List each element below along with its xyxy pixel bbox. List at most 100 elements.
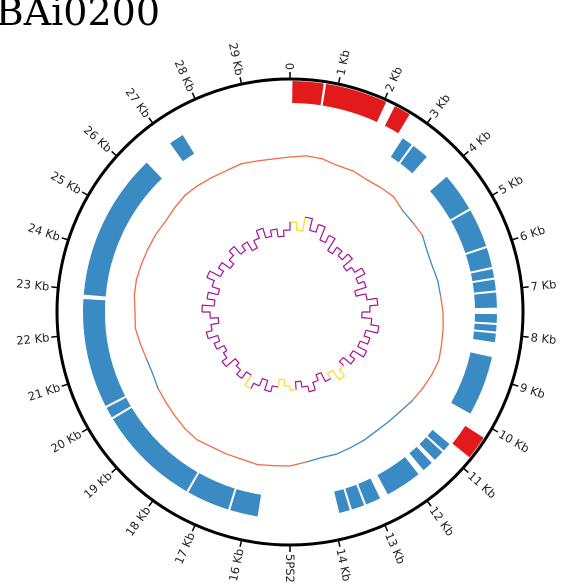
reverse-feature-11 [474, 313, 497, 323]
tick-mark-25 [81, 191, 89, 197]
gc-skew-segment-54 [213, 340, 221, 350]
tick-label-12: 12 Kb [427, 504, 458, 539]
gc-skew-segment-79 [283, 222, 291, 231]
reverse-feature-29 [170, 134, 195, 162]
gc-content-segment-55 [211, 169, 228, 178]
tick-mark-27 [148, 117, 154, 124]
tick-mark-17 [191, 524, 196, 532]
gc-skew-segment-23 [363, 330, 371, 339]
gc-skew-segment-59 [202, 311, 211, 319]
tick-mark-19 [111, 467, 118, 474]
reverse-feature-23 [230, 489, 262, 517]
gc-content-segment-41 [145, 358, 154, 374]
gc-skew-segment-29 [338, 357, 345, 367]
gc-content-segment-12 [431, 265, 439, 282]
gc-skew-segment-11 [342, 266, 352, 272]
gc-content-segment-43 [134, 327, 141, 345]
gc-content-segment-38 [165, 401, 176, 417]
gc-content-segment-37 [174, 415, 186, 430]
gc-content-segment-16 [440, 327, 444, 345]
gc-content-segment-28 [305, 457, 322, 463]
reverse-feature-4 [400, 145, 427, 174]
reverse-feature-18 [409, 446, 432, 471]
gc-skew-segment-3 [309, 224, 320, 233]
reverse-feature-27 [83, 299, 126, 406]
gc-skew-segment-76 [265, 230, 273, 239]
forward-feature-15 [452, 425, 484, 458]
gc-skew-segment-17 [365, 293, 378, 301]
gc-skew-segment-70 [228, 245, 242, 255]
tick-label-19: 19 Kb [81, 469, 115, 502]
gc-content-segment-52 [173, 194, 186, 209]
reverse-feature-17 [419, 437, 443, 460]
gc-skew-segment-62 [206, 291, 219, 299]
gc-skew-segment-21 [370, 318, 379, 327]
tick-mark-1 [337, 77, 341, 85]
gc-skew-segment-25 [356, 340, 367, 352]
gc-skew-segment-68 [228, 259, 235, 269]
gc-content-segment-48 [140, 248, 149, 265]
gc-content-segment-24 [363, 430, 378, 441]
tick-mark-4 [462, 150, 469, 157]
reverse-feature-3 [390, 138, 412, 163]
forward-feature-2 [384, 106, 410, 134]
gc-content-segment-27 [320, 453, 337, 459]
gc-skew-segment-27 [349, 350, 356, 360]
gc-skew-segment-77 [270, 228, 279, 238]
gc-skew-segment-18 [369, 298, 379, 307]
gc-skew-segment-36 [307, 385, 316, 393]
reverse-feature-12 [474, 323, 497, 332]
gc-content-segment-57 [241, 160, 259, 165]
gc-content-segment-34 [211, 446, 228, 455]
reverse-feature-7 [465, 248, 493, 272]
gc-skew-segment-42 [270, 385, 279, 392]
tick-label-6: 6 Kb [518, 223, 547, 244]
tick-label-11: 11 Kb [465, 469, 499, 502]
gc-content-segment-40 [151, 372, 159, 389]
gc-content-segment-13 [437, 279, 442, 297]
tick-label-10: 10 Kb [496, 427, 532, 456]
gc-content-segment-39 [157, 387, 167, 403]
tick-label-9: 9 Kb [518, 380, 547, 401]
gc-skew-segment-41 [277, 378, 285, 388]
gc-skew-segment-38 [294, 380, 302, 390]
tick-label-7: 7 Kb [530, 277, 557, 294]
gc-skew-segment-73 [252, 240, 259, 252]
gc-skew-segment-0 [289, 221, 298, 231]
gc-skew-segment-24 [359, 337, 371, 345]
tick-label-5: 5 Kb [496, 172, 525, 197]
gc-content-segment-49 [147, 233, 157, 250]
gc-content-segment-46 [133, 278, 138, 297]
gc-content-segment-2 [321, 158, 339, 167]
tick-mark-24 [61, 237, 69, 241]
gc-skew-segment-61 [206, 298, 216, 307]
gc-skew-segment-60 [201, 304, 215, 313]
tick-mark-28 [191, 92, 196, 100]
gc-content-segment-26 [335, 447, 352, 455]
tick-mark-10 [491, 427, 499, 433]
tick-mark-5 [491, 191, 499, 197]
tick-mark-12 [426, 500, 432, 507]
gc-skew-segment-66 [218, 267, 225, 277]
gc-content-track [133, 155, 444, 467]
tick-mark-23 [51, 286, 59, 289]
gc-skew-segment-4 [318, 223, 326, 241]
gc-skew-segment-51 [221, 357, 228, 367]
gc-content-segment-32 [241, 458, 259, 466]
gc-skew-segment-52 [222, 350, 228, 359]
gc-skew-segment-64 [206, 277, 216, 287]
tick-label-18: 18 Kb [123, 504, 154, 539]
gc-skew-segment-22 [365, 325, 380, 334]
gc-content-segment-14 [440, 295, 444, 313]
tick-label-24: 24 Kb [26, 220, 62, 244]
gc-skew-segment-56 [205, 330, 213, 339]
tick-mark-3 [426, 117, 432, 124]
tick-mark-9 [511, 383, 519, 387]
tick-label-26: 26 Kb [81, 123, 115, 156]
gc-skew-segment-7 [327, 246, 338, 255]
gc-content-segment-11 [426, 250, 433, 267]
gc-skew-segment-26 [352, 350, 368, 358]
tick-label-20: 20 Kb [48, 427, 84, 456]
tick-mark-7 [521, 286, 529, 289]
